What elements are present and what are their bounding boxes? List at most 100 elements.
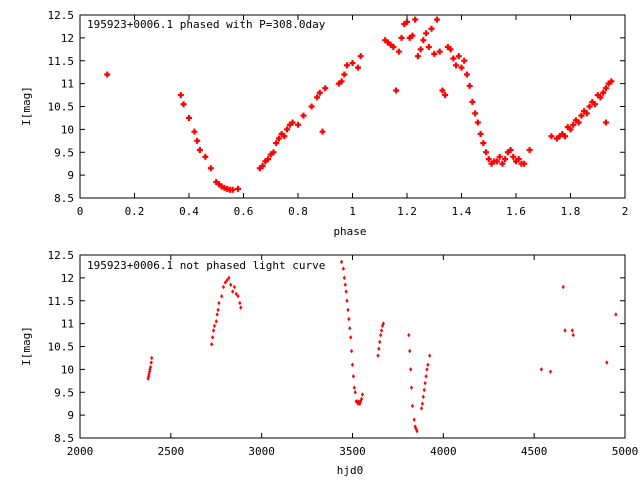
phased-data-points (104, 16, 615, 193)
data-point (104, 71, 111, 78)
x-tick-label: 0.6 (234, 205, 254, 218)
x-tick-label: 0.4 (179, 205, 199, 218)
data-point (395, 48, 402, 55)
x-tick-label: 1.2 (397, 205, 417, 218)
y-tick-label: 12 (61, 32, 74, 45)
data-point (377, 346, 381, 351)
data-point (575, 119, 582, 126)
data-point (419, 406, 424, 411)
y-tick-label: 8.5 (54, 192, 74, 205)
data-point (417, 46, 424, 53)
data-point (211, 328, 216, 333)
data-point (436, 48, 443, 55)
data-point (407, 332, 411, 338)
data-point (570, 121, 577, 128)
data-point (567, 126, 574, 133)
data-point (404, 18, 410, 25)
data-point (414, 53, 421, 60)
data-point (453, 62, 460, 69)
data-point (343, 282, 347, 287)
data-point (284, 126, 291, 133)
data-point (439, 87, 446, 94)
data-point (409, 32, 416, 39)
data-point (539, 367, 544, 372)
data-point (357, 53, 364, 60)
data-point (289, 119, 296, 126)
data-point (422, 387, 426, 393)
data-point (424, 374, 428, 379)
data-point (344, 62, 351, 69)
data-point (214, 319, 218, 324)
data-point (474, 119, 481, 126)
data-point (398, 34, 405, 41)
data-point (571, 332, 575, 338)
x-tick-label: 3000 (248, 445, 275, 458)
data-point (191, 128, 198, 135)
data-point (319, 128, 326, 135)
data-point (602, 85, 609, 92)
data-point (215, 312, 219, 317)
data-point (499, 160, 506, 167)
phased-y-axis-label: I[mag] (20, 86, 33, 126)
data-point (341, 71, 348, 78)
data-point (238, 300, 242, 306)
data-point (379, 328, 384, 333)
data-point (570, 328, 574, 333)
x-tick-label: 1.6 (506, 205, 526, 218)
data-point (225, 277, 229, 283)
y-tick-label: 12.5 (48, 249, 75, 262)
data-point (548, 133, 555, 140)
data-point (379, 332, 383, 338)
y-tick-label: 12 (61, 272, 74, 285)
data-point (483, 149, 490, 156)
data-point (562, 133, 569, 140)
data-point (447, 46, 454, 53)
data-point (207, 165, 214, 172)
data-point (390, 44, 397, 51)
data-point (259, 162, 266, 169)
data-point (605, 360, 609, 365)
data-point (413, 424, 417, 429)
data-point (428, 353, 432, 358)
data-point (221, 284, 226, 290)
y-tick-label: 10 (61, 123, 74, 136)
data-point (196, 146, 203, 153)
data-point (420, 37, 427, 44)
data-point (526, 146, 533, 153)
data-point (177, 92, 184, 99)
data-point (354, 64, 361, 71)
y-tick-label: 10.5 (48, 101, 75, 114)
unphased-plot-frame (79, 254, 626, 439)
data-point (359, 399, 363, 404)
x-tick-label: 0.8 (288, 205, 308, 218)
data-point (348, 326, 352, 331)
data-point (344, 289, 348, 294)
unphased-y-axis-label: I[mag] (20, 326, 33, 366)
data-point (378, 339, 382, 345)
phased-x-axis-label: phase (333, 225, 366, 238)
data-point (597, 94, 604, 101)
data-point (227, 275, 231, 281)
data-point (223, 280, 227, 285)
data-point (485, 156, 492, 163)
data-point (480, 140, 487, 147)
unphased-chart-title: 195923+0006.1 not phased light curve (87, 259, 325, 272)
data-point (350, 362, 355, 367)
data-point (180, 101, 187, 108)
data-point (355, 399, 359, 404)
x-tick-label: 1 (349, 205, 356, 218)
data-point (340, 259, 344, 265)
data-point (341, 266, 346, 271)
data-point (148, 364, 153, 370)
data-point (507, 146, 514, 153)
phased-axis-ticks: 0 0.2 0.4 0.6 0.8 1 1.2 1.4 1.6 1.8 2 8.5 9 9.5 10 10.5… (48, 9, 629, 218)
data-point (234, 291, 238, 297)
unphased-light-curve-panel: 2000 2500 3000 3500 4000 4500 5000 8.5 9 9.5 10 10.… (20, 249, 638, 477)
y-tick-label: 11.5 (48, 295, 75, 308)
y-tick-label: 10 (61, 363, 74, 376)
x-tick-label: 2 (622, 205, 629, 218)
data-point (275, 135, 282, 142)
data-point (412, 417, 416, 422)
data-point (295, 121, 301, 128)
